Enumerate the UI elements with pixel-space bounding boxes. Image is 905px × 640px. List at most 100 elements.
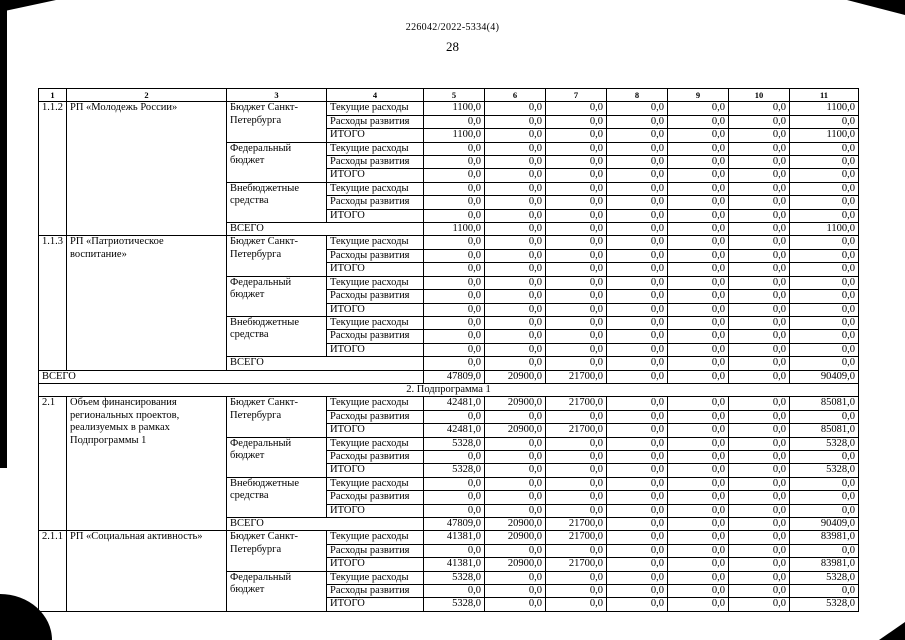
cell-item-number: 1.1.3	[38, 235, 67, 371]
cell-item-number: 2.1	[38, 396, 67, 532]
cell-value: 0,0	[667, 275, 729, 291]
cell-expense-type: Текущие расходы	[326, 396, 424, 411]
cell-value: 0,0	[667, 315, 729, 331]
cell-value: 0,0	[728, 208, 790, 224]
column-number: 1	[38, 87, 67, 103]
cell-budget-source: Федеральный бюджет	[226, 570, 327, 612]
section-header-row: 2. Подпрограмма 1	[38, 382, 859, 398]
cell-value: 0,0	[789, 584, 859, 599]
cell-value: 0,0	[423, 449, 485, 465]
cell-value: 0,0	[789, 356, 859, 371]
cell-expense-type: ИТОГО	[326, 262, 424, 277]
cell-value: 0,0	[667, 195, 729, 210]
cell-value: 1100,0	[423, 128, 485, 143]
table-row: Федеральный бюджет Текущие расходы 0,0 0,0 0…	[39, 141, 859, 183]
cell-value: 20900,0	[484, 530, 546, 545]
cell-budget-source: Внебюджетные средства	[226, 181, 327, 224]
cell-budget-source: Бюджет Санкт-Петербурга	[226, 396, 327, 438]
cell-expense-type: Расходы развития	[326, 114, 424, 130]
cell-value: 0,0	[545, 114, 607, 130]
cell-program-name: РП «Молодежь России»	[66, 101, 227, 237]
cell-value: 0,0	[606, 396, 668, 411]
cell-budget-source: Бюджет Санкт-Петербурга	[226, 530, 327, 572]
group-total-row: ВСЕГО 47809,0 20900,0 21700,0 0,0 0,0 0,0 90409…	[39, 516, 859, 532]
cell-value: 0,0	[667, 289, 729, 304]
cell-value: 0,0	[484, 449, 546, 465]
cell-value: 0,0	[545, 275, 607, 291]
cell-value: 1100,0	[789, 222, 859, 237]
cell-value: 0,0	[606, 208, 668, 224]
cell-value: 0,0	[667, 557, 729, 572]
cell-value: 0,0	[484, 315, 546, 331]
cell-program-name: РП «Патриотическое воспитание»	[66, 235, 227, 371]
cell-expense-type: Текущие расходы	[326, 315, 424, 331]
cell-value: 0,0	[545, 302, 607, 317]
cell-expense-type: Расходы развития	[326, 329, 424, 344]
cell-value: 1100,0	[423, 222, 485, 237]
cell-value: 0,0	[606, 516, 668, 532]
scan-artifact-top-right	[847, 0, 905, 15]
cell-expense-type: Текущие расходы	[326, 476, 424, 492]
cell-value: 0,0	[606, 584, 668, 599]
cell-value: 0,0	[423, 503, 485, 519]
cell-value: 0,0	[484, 302, 546, 317]
cell-value: 0,0	[545, 342, 607, 358]
table-row: 1.1.2 РП «Молодежь России» Бюджет Санкт-Пе…	[38, 101, 859, 237]
table-row: ИТОГО 0,0 0,0 0,0 0,0 0,0 0,0 0,0	[39, 342, 859, 358]
cell-expense-type: Расходы развития	[326, 195, 424, 210]
cell-value: 0,0	[545, 168, 607, 183]
cell-value: 0,0	[667, 222, 729, 237]
cell-value: 0,0	[606, 369, 668, 384]
cell-value: 1100,0	[789, 101, 859, 116]
cell-value: 0,0	[423, 289, 485, 304]
cell-expense-type: Расходы развития	[326, 155, 424, 170]
cell-value: 0,0	[606, 262, 668, 277]
cell-value: 0,0	[423, 490, 485, 505]
cell-value: 0,0	[728, 449, 790, 465]
cell-value: 0,0	[789, 289, 859, 304]
cell-value: 0,0	[545, 222, 607, 237]
cell-value: 0,0	[545, 329, 607, 344]
cell-value: 0,0	[484, 155, 546, 170]
cell-value: 0,0	[484, 329, 546, 344]
cell-value: 0,0	[606, 114, 668, 130]
column-number: 6	[484, 87, 546, 103]
cell-value: 0,0	[484, 490, 546, 505]
cell-expense-type: Расходы развития	[326, 409, 424, 425]
cell-value: 0,0	[484, 463, 546, 478]
table-row: Расходы развития 0,0 0,0 0,0 0,0 0,0 0,0 0,0	[39, 289, 859, 304]
cell-item-number: 2.1.1	[38, 530, 67, 612]
cell-value: 0,0	[789, 168, 859, 183]
cell-value: 0,0	[606, 530, 668, 545]
cell-value: 0,0	[728, 570, 790, 586]
cell-value: 0,0	[728, 369, 790, 384]
cell-expense-type: ИТОГО	[326, 342, 424, 358]
table-row: Расходы развития 0,0 0,0 0,0 0,0 0,0 0,0 0,0	[39, 195, 859, 210]
cell-value: 0,0	[606, 570, 668, 586]
cell-value: 0,0	[484, 476, 546, 492]
cell-value: 0,0	[484, 436, 546, 451]
cell-expense-type: Текущие расходы	[326, 141, 424, 157]
cell-value: 0,0	[484, 128, 546, 143]
cell-value: 0,0	[423, 181, 485, 197]
cell-value: 1100,0	[423, 101, 485, 116]
cell-value: 0,0	[728, 262, 790, 277]
cell-value: 0,0	[423, 315, 485, 331]
cell-value: 0,0	[789, 208, 859, 224]
cell-value: 41381,0	[423, 530, 485, 545]
cell-value: 0,0	[423, 195, 485, 210]
cell-value: 0,0	[545, 128, 607, 143]
cell-value: 0,0	[789, 342, 859, 358]
cell-value: 0,0	[606, 101, 668, 116]
cell-value: 21700,0	[545, 369, 607, 384]
cell-value: 0,0	[728, 275, 790, 291]
cell-value: 0,0	[545, 235, 607, 250]
cell-value: 0,0	[667, 409, 729, 425]
cell-value: 41381,0	[423, 557, 485, 572]
cell-value: 0,0	[728, 128, 790, 143]
cell-value: 0,0	[728, 222, 790, 237]
cell-value: 0,0	[667, 436, 729, 451]
cell-value: 0,0	[545, 490, 607, 505]
cell-value: 0,0	[667, 570, 729, 586]
cell-value: 0,0	[667, 369, 729, 384]
